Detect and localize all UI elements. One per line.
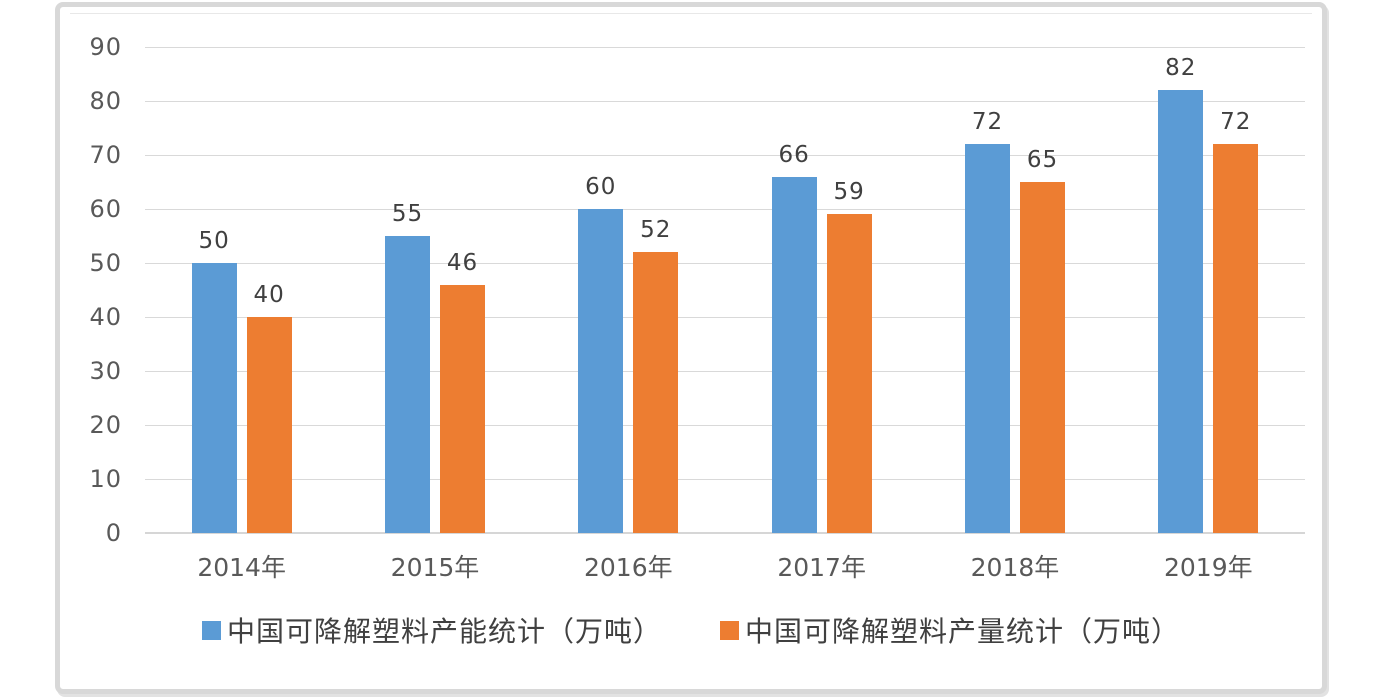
bar-group-2016: 60 52 bbox=[532, 174, 725, 533]
legend-swatch-icon bbox=[720, 620, 739, 640]
bar-value-label: 40 bbox=[253, 282, 285, 308]
bar-column: 52 bbox=[633, 217, 679, 533]
gridline bbox=[145, 371, 1305, 372]
bar-capacity[interactable] bbox=[1158, 90, 1204, 533]
bar-column: 72 bbox=[964, 109, 1010, 533]
bar-group-2015: 55 46 bbox=[338, 201, 531, 533]
bar-value-label: 55 bbox=[391, 201, 424, 227]
bar-value-label: 65 bbox=[1026, 147, 1059, 173]
y-tick-label: 70 bbox=[89, 141, 122, 169]
gridline bbox=[145, 425, 1305, 426]
legend-swatch-icon bbox=[201, 620, 221, 640]
x-tick-label: 2014年 bbox=[197, 553, 286, 582]
bar-column: 46 bbox=[439, 249, 485, 533]
legend-label: 中国可降解塑料产能统计（万吨） bbox=[226, 615, 662, 648]
x-tick-label: 2017年 bbox=[777, 553, 866, 582]
legend-item[interactable]: 中国可降解塑料产量统计（万吨） bbox=[720, 610, 1180, 650]
y-tick-label: 60 bbox=[89, 195, 122, 223]
bar-group-2014: 50 40 bbox=[145, 228, 338, 533]
chart-frame: 50 40 55 46 60 52 66 59 72 65 82 72 0 10 20 30 40 50 60 70… bbox=[55, 2, 1327, 694]
bar-value-label: 50 bbox=[198, 228, 230, 254]
bar-output[interactable] bbox=[246, 317, 292, 533]
bar-column: 65 bbox=[1019, 147, 1065, 533]
bar-capacity[interactable] bbox=[771, 176, 817, 533]
bar-group-2018: 72 65 bbox=[918, 109, 1111, 533]
x-tick-label: 2019年 bbox=[1163, 553, 1253, 582]
gridline bbox=[145, 479, 1305, 480]
legend-label: 中国可降解塑料产量统计（万吨） bbox=[745, 615, 1181, 648]
x-tick-label: 2018年 bbox=[970, 553, 1060, 582]
bar-value-label: 52 bbox=[640, 217, 672, 244]
y-tick-label: 90 bbox=[89, 33, 122, 61]
bar-value-label: 60 bbox=[585, 174, 617, 200]
y-tick-label: 80 bbox=[89, 87, 122, 115]
y-tick-label: 10 bbox=[89, 465, 122, 493]
y-tick-label: 40 bbox=[89, 303, 122, 331]
bar-capacity[interactable] bbox=[191, 263, 237, 533]
bar-group-2017: 66 59 bbox=[725, 142, 918, 533]
bar-column: 59 bbox=[826, 179, 872, 533]
bar-output[interactable] bbox=[1019, 182, 1065, 533]
y-tick-label: 50 bbox=[89, 249, 122, 277]
bar-column: 66 bbox=[771, 141, 817, 533]
bar-column: 40 bbox=[246, 282, 292, 533]
bar-column: 82 bbox=[1158, 55, 1204, 533]
x-axis-line bbox=[145, 532, 1305, 534]
bar-output[interactable] bbox=[439, 284, 485, 533]
bar-groups: 50 40 55 46 60 52 66 59 72 65 82 72 bbox=[145, 47, 1305, 533]
legend-item[interactable]: 中国可降解塑料产能统计（万吨） bbox=[201, 610, 662, 650]
bar-column: 50 bbox=[191, 228, 237, 533]
x-tick-label: 2016年 bbox=[584, 553, 673, 582]
chart-inner-border bbox=[70, 13, 1312, 14]
bar-capacity[interactable] bbox=[964, 144, 1010, 533]
bar-value-label: 46 bbox=[446, 249, 479, 276]
gridline bbox=[145, 101, 1305, 102]
bar-column: 55 bbox=[384, 201, 430, 533]
bar-value-label: 66 bbox=[778, 141, 810, 168]
bar-group-2019: 82 72 bbox=[1112, 55, 1305, 533]
gridline bbox=[145, 209, 1305, 210]
bar-value-label: 72 bbox=[971, 109, 1004, 136]
x-axis: 2014年 2015年 2016年 2017年 2018年 2019年 bbox=[145, 548, 1305, 584]
x-tick-label: 2015年 bbox=[390, 553, 480, 582]
bar-value-label: 72 bbox=[1220, 109, 1252, 136]
bar-value-label: 82 bbox=[1165, 55, 1197, 82]
bar-output[interactable] bbox=[1213, 144, 1259, 533]
gridline bbox=[145, 263, 1305, 264]
bar-capacity[interactable] bbox=[578, 209, 624, 533]
gridline bbox=[145, 317, 1305, 318]
bar-output[interactable] bbox=[826, 214, 872, 533]
gridline bbox=[145, 155, 1305, 156]
legend: 中国可降解塑料产能统计（万吨） 中国可降解塑料产量统计（万吨） bbox=[60, 610, 1322, 650]
bar-column: 60 bbox=[578, 174, 624, 533]
bar-column: 72 bbox=[1213, 109, 1259, 533]
bar-output[interactable] bbox=[633, 252, 679, 533]
bar-value-label: 59 bbox=[833, 179, 865, 206]
y-tick-label: 20 bbox=[89, 411, 122, 439]
plot-area: 50 40 55 46 60 52 66 59 72 65 82 72 bbox=[145, 47, 1305, 534]
bar-capacity[interactable] bbox=[384, 236, 430, 533]
y-tick-label: 0 bbox=[105, 519, 122, 547]
gridline bbox=[145, 47, 1305, 48]
y-tick-label: 30 bbox=[89, 357, 122, 385]
